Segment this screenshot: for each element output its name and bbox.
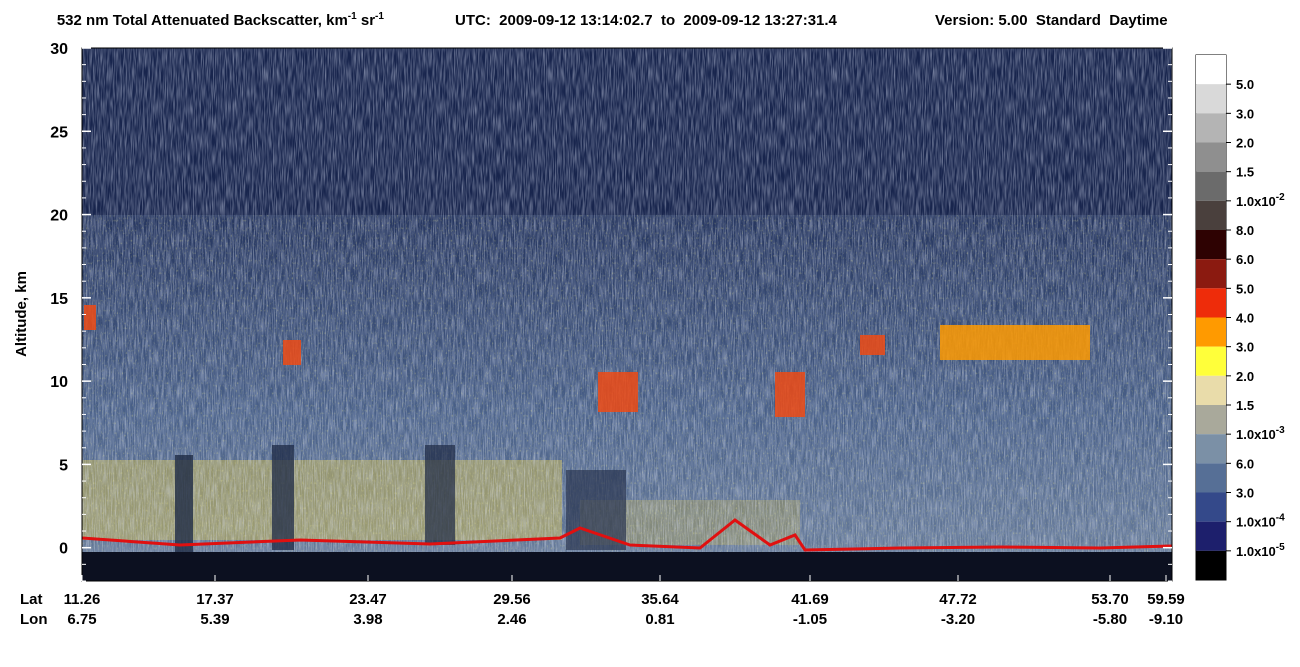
colorbar-swatch bbox=[1196, 405, 1226, 435]
colorbar-label-text: 5.0 bbox=[1236, 77, 1254, 92]
colorbar-label: 6.0 bbox=[1236, 456, 1254, 471]
lat-label: 41.69 bbox=[791, 591, 829, 608]
colorbar-label-text: 8.0 bbox=[1236, 223, 1254, 238]
backscatter-image bbox=[82, 48, 1172, 581]
colorbar-swatch bbox=[1196, 230, 1226, 260]
lon-label: 5.39 bbox=[200, 611, 229, 628]
colorbar-label: 1.5 bbox=[1236, 165, 1254, 180]
y-tick-label: 10 bbox=[50, 374, 68, 391]
colorbar-swatch bbox=[1196, 463, 1226, 493]
colorbar-label: 3.0 bbox=[1236, 340, 1254, 355]
colorbar-label-text: 1.0x10 bbox=[1236, 427, 1276, 442]
lat-label: 47.72 bbox=[939, 591, 977, 608]
colorbar-label-text: 6.0 bbox=[1236, 456, 1254, 471]
colorbar-swatch bbox=[1196, 113, 1226, 143]
lat-label: 11.26 bbox=[64, 591, 101, 608]
lon-label: -9.10 bbox=[1149, 611, 1183, 628]
colorbar-label: 2.0 bbox=[1236, 136, 1254, 151]
colorbar-label: 1.5 bbox=[1236, 398, 1254, 413]
x-row-label: Lon bbox=[20, 611, 48, 628]
colorbar-label-text: 1.0x10 bbox=[1236, 194, 1276, 209]
y-tick-label: 30 bbox=[50, 41, 68, 58]
title-text: sr bbox=[357, 12, 376, 29]
colorbar-label-text: 2.0 bbox=[1236, 369, 1254, 384]
colorbar-swatch bbox=[1196, 84, 1226, 114]
colorbar-label-text: 4.0 bbox=[1236, 311, 1254, 326]
time-range: UTC: 2009-09-12 13:14:02.7 to 2009-09-12… bbox=[455, 12, 838, 29]
colorbar-swatch bbox=[1196, 317, 1226, 347]
colorbar-label-text: 5.0 bbox=[1236, 281, 1254, 296]
version: Version: 5.00 Standard Daytime bbox=[935, 12, 1168, 29]
title-sup: -1 bbox=[348, 11, 357, 22]
colorbar-swatch bbox=[1196, 521, 1226, 551]
title-sup: -1 bbox=[375, 11, 384, 22]
colorbar-label: 1.0x10-2 bbox=[1236, 192, 1285, 209]
colorbar-label: 5.0 bbox=[1236, 77, 1254, 92]
colorbar-label-exponent: -3 bbox=[1276, 425, 1285, 436]
chart-title: 532 nm Total Attenuated Backscatter, km-… bbox=[36, 6, 396, 29]
colorbar-label-text: 3.0 bbox=[1236, 340, 1254, 355]
colorbar-swatch bbox=[1196, 200, 1226, 230]
colorbar-swatch bbox=[1196, 550, 1226, 580]
colorbar-swatch bbox=[1196, 434, 1226, 464]
x-row-label: Lat bbox=[20, 591, 43, 608]
colorbar-label: 1.0x10-5 bbox=[1236, 542, 1285, 559]
lon-label: 2.46 bbox=[497, 611, 526, 628]
lat-label: 29.56 bbox=[493, 591, 531, 608]
colorbar-swatch bbox=[1196, 55, 1226, 85]
colorbar-swatch bbox=[1196, 288, 1226, 318]
colorbar-swatch bbox=[1196, 171, 1226, 201]
y-tick-label: 20 bbox=[50, 208, 68, 225]
colorbar-label-text: 1.5 bbox=[1236, 165, 1254, 180]
lat-label: 23.47 bbox=[349, 591, 387, 608]
lon-label: -1.05 bbox=[793, 611, 827, 628]
lon-label: -3.20 bbox=[941, 611, 975, 628]
colorbar-label: 1.0x10-3 bbox=[1236, 425, 1285, 442]
colorbar-label: 2.0 bbox=[1236, 369, 1254, 384]
colorbar-label-text: 3.0 bbox=[1236, 486, 1254, 501]
lat-label: 53.70 bbox=[1091, 591, 1129, 608]
lat-label: 17.37 bbox=[196, 591, 234, 608]
colorbar-label-text: 1.0x10 bbox=[1236, 544, 1276, 559]
colorbar-label: 3.0 bbox=[1236, 106, 1254, 121]
colorbar-label: 8.0 bbox=[1236, 223, 1254, 238]
lat-label: 59.59 bbox=[1147, 591, 1185, 608]
colorbar-label-exponent: -5 bbox=[1276, 542, 1285, 553]
lon-label: 6.75 bbox=[67, 611, 96, 628]
colorbar-label-text: 6.0 bbox=[1236, 252, 1254, 267]
colorbar-label: 4.0 bbox=[1236, 311, 1254, 326]
colorbar-label-text: 1.5 bbox=[1236, 398, 1254, 413]
y-tick-label: 0 bbox=[59, 541, 68, 558]
colorbar-label: 6.0 bbox=[1236, 252, 1254, 267]
y-axis-label: Altitude, km bbox=[13, 271, 30, 357]
title-text: 532 nm Total Attenuated Backscatter, km bbox=[57, 12, 348, 29]
colorbar-swatch bbox=[1196, 492, 1226, 522]
colorbar-swatch bbox=[1196, 142, 1226, 172]
colorbar-label: 5.0 bbox=[1236, 281, 1254, 296]
colorbar-label-exponent: -4 bbox=[1276, 513, 1285, 524]
lon-label: 0.81 bbox=[645, 611, 674, 628]
colorbar-label-text: 2.0 bbox=[1236, 136, 1254, 151]
y-tick-label: 15 bbox=[50, 291, 68, 308]
colorbar-label-text: 1.0x10 bbox=[1236, 515, 1276, 530]
y-tick-label: 5 bbox=[59, 457, 68, 474]
lon-label: -5.80 bbox=[1093, 611, 1127, 628]
colorbar-label: 3.0 bbox=[1236, 486, 1254, 501]
colorbar-label-text: 3.0 bbox=[1236, 106, 1254, 121]
lat-label: 35.64 bbox=[641, 591, 679, 608]
y-tick-label: 25 bbox=[50, 124, 68, 141]
colorbar-label: 1.0x10-4 bbox=[1236, 513, 1285, 530]
colorbar-swatch bbox=[1196, 346, 1226, 376]
colorbar-swatch bbox=[1196, 259, 1226, 289]
colorbar-label-exponent: -2 bbox=[1276, 192, 1285, 203]
colorbar-swatch bbox=[1196, 375, 1226, 405]
lon-label: 3.98 bbox=[353, 611, 382, 628]
